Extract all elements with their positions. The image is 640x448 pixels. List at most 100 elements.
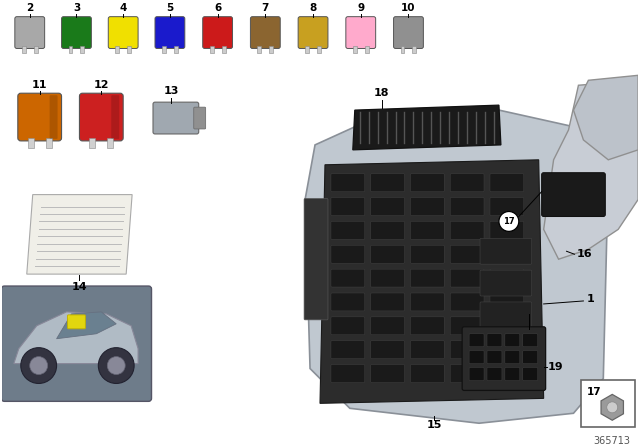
FancyBboxPatch shape	[108, 17, 138, 48]
FancyBboxPatch shape	[490, 269, 524, 287]
FancyBboxPatch shape	[15, 17, 45, 48]
FancyBboxPatch shape	[490, 341, 524, 358]
FancyBboxPatch shape	[480, 270, 532, 296]
FancyBboxPatch shape	[331, 293, 365, 311]
FancyBboxPatch shape	[490, 198, 524, 215]
FancyBboxPatch shape	[490, 246, 524, 263]
Polygon shape	[14, 312, 138, 364]
FancyBboxPatch shape	[490, 365, 524, 383]
FancyBboxPatch shape	[480, 302, 532, 328]
FancyBboxPatch shape	[371, 317, 404, 335]
FancyBboxPatch shape	[79, 93, 123, 141]
FancyBboxPatch shape	[331, 221, 365, 239]
FancyBboxPatch shape	[490, 317, 524, 335]
FancyBboxPatch shape	[155, 17, 185, 48]
FancyBboxPatch shape	[410, 269, 444, 287]
FancyBboxPatch shape	[331, 317, 365, 335]
FancyBboxPatch shape	[331, 341, 365, 358]
FancyBboxPatch shape	[331, 269, 365, 287]
FancyBboxPatch shape	[581, 380, 635, 426]
Bar	[269, 47, 273, 53]
FancyBboxPatch shape	[371, 198, 404, 215]
Bar	[257, 47, 261, 53]
FancyBboxPatch shape	[450, 365, 484, 383]
FancyBboxPatch shape	[331, 365, 365, 383]
Circle shape	[607, 402, 618, 413]
Bar	[412, 47, 417, 53]
Text: 1: 1	[586, 294, 594, 304]
FancyBboxPatch shape	[410, 365, 444, 383]
FancyBboxPatch shape	[523, 334, 538, 347]
Bar	[81, 47, 84, 53]
FancyBboxPatch shape	[487, 351, 502, 364]
FancyBboxPatch shape	[469, 334, 484, 347]
FancyBboxPatch shape	[490, 174, 524, 192]
FancyBboxPatch shape	[410, 246, 444, 263]
Text: 6: 6	[214, 3, 221, 13]
Bar	[353, 47, 356, 53]
FancyBboxPatch shape	[394, 17, 424, 48]
FancyBboxPatch shape	[18, 93, 61, 141]
Bar	[317, 47, 321, 53]
Text: 15: 15	[427, 420, 442, 430]
FancyBboxPatch shape	[346, 17, 376, 48]
Polygon shape	[305, 110, 608, 423]
FancyBboxPatch shape	[50, 95, 58, 139]
FancyBboxPatch shape	[410, 293, 444, 311]
Circle shape	[20, 348, 56, 383]
FancyBboxPatch shape	[331, 174, 365, 192]
FancyBboxPatch shape	[410, 221, 444, 239]
Polygon shape	[353, 105, 501, 150]
FancyBboxPatch shape	[194, 107, 205, 129]
FancyBboxPatch shape	[153, 102, 199, 134]
Text: 8: 8	[309, 3, 317, 13]
FancyBboxPatch shape	[298, 17, 328, 48]
Circle shape	[499, 211, 519, 231]
FancyBboxPatch shape	[450, 341, 484, 358]
FancyBboxPatch shape	[111, 95, 119, 139]
FancyBboxPatch shape	[490, 293, 524, 311]
FancyBboxPatch shape	[410, 317, 444, 335]
FancyBboxPatch shape	[487, 334, 502, 347]
Text: 19: 19	[548, 362, 563, 371]
Polygon shape	[601, 394, 623, 420]
Text: 17: 17	[586, 387, 601, 397]
Bar	[22, 47, 26, 53]
FancyBboxPatch shape	[450, 174, 484, 192]
FancyBboxPatch shape	[410, 341, 444, 358]
Text: 4: 4	[120, 3, 127, 13]
Bar	[401, 47, 404, 53]
Bar	[305, 47, 309, 53]
FancyBboxPatch shape	[371, 269, 404, 287]
FancyBboxPatch shape	[450, 198, 484, 215]
Text: 3: 3	[73, 3, 80, 13]
FancyBboxPatch shape	[304, 198, 328, 320]
FancyBboxPatch shape	[487, 367, 502, 380]
Text: 365713: 365713	[594, 435, 631, 446]
Circle shape	[29, 357, 47, 375]
FancyBboxPatch shape	[541, 173, 605, 216]
FancyBboxPatch shape	[61, 17, 92, 48]
Circle shape	[99, 348, 134, 383]
FancyBboxPatch shape	[371, 293, 404, 311]
Circle shape	[108, 357, 125, 375]
FancyBboxPatch shape	[480, 238, 532, 264]
FancyBboxPatch shape	[450, 317, 484, 335]
Text: 13: 13	[163, 86, 179, 96]
FancyBboxPatch shape	[505, 334, 520, 347]
Text: 16: 16	[577, 249, 592, 259]
FancyBboxPatch shape	[1, 286, 152, 401]
FancyBboxPatch shape	[371, 341, 404, 358]
Bar	[34, 47, 38, 53]
Polygon shape	[56, 312, 116, 339]
FancyBboxPatch shape	[450, 221, 484, 239]
Text: 11: 11	[32, 80, 47, 90]
FancyBboxPatch shape	[410, 198, 444, 215]
FancyBboxPatch shape	[371, 365, 404, 383]
FancyBboxPatch shape	[450, 293, 484, 311]
FancyBboxPatch shape	[490, 221, 524, 239]
FancyBboxPatch shape	[523, 351, 538, 364]
Bar	[90, 138, 95, 148]
Bar	[108, 138, 113, 148]
Text: 14: 14	[72, 282, 87, 292]
